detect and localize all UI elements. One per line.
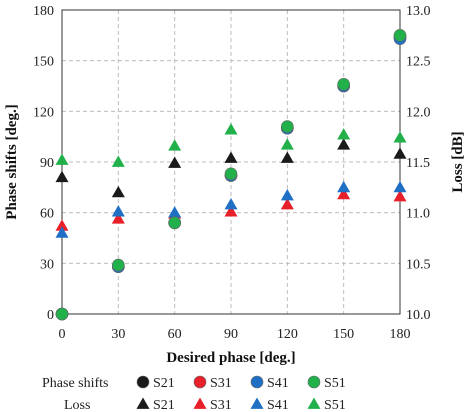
phase-point xyxy=(337,78,350,91)
y-left-tick-label: 120 xyxy=(33,105,54,120)
legend-marker xyxy=(193,375,207,389)
phase-point xyxy=(112,258,125,272)
legend-marker xyxy=(307,397,321,409)
data-marks xyxy=(55,29,407,321)
loss-point xyxy=(280,198,294,210)
legend-entry-label: S31 xyxy=(210,376,232,391)
loss-point xyxy=(111,185,125,198)
loss-point xyxy=(393,189,407,202)
x-tick-label: 150 xyxy=(333,327,354,342)
y-left-ticks: 0 30 60 90 120 150 180 xyxy=(33,4,54,323)
legend-entry-label: S51 xyxy=(324,376,346,391)
loss-point xyxy=(111,212,125,224)
y-right-tick-label: 12.0 xyxy=(406,105,431,120)
legend-marker xyxy=(193,397,207,409)
loss-point xyxy=(224,198,238,210)
legend-entry-label: S21 xyxy=(153,376,175,391)
legend: Phase shifts S21 S31 S41 S51 Loss S21 S31 S41 S51 xyxy=(42,375,346,412)
phase-series-s51 xyxy=(55,29,407,321)
legend-entry-label: S21 xyxy=(153,398,175,412)
x-tick-label: 90 xyxy=(224,327,238,342)
phase-point xyxy=(224,167,238,181)
x-axis-title: Desired phase [deg.] xyxy=(166,350,295,366)
phase-point xyxy=(281,120,294,133)
y-right-axis-title: Loss [dB] xyxy=(450,131,466,192)
loss-point xyxy=(55,153,69,165)
y-left-axis-title: Phase shifts [deg.] xyxy=(4,104,20,219)
legend-marker xyxy=(307,375,321,389)
legend-entry-label: S41 xyxy=(267,398,289,412)
y-right-tick-label: 13.0 xyxy=(406,4,431,19)
loss-point xyxy=(393,131,407,143)
x-tick-label: 180 xyxy=(390,327,411,342)
loss-point xyxy=(224,151,238,163)
y-right-tick-label: 11.0 xyxy=(406,207,430,222)
loss-point xyxy=(224,205,238,217)
y-right-tick-label: 12.5 xyxy=(406,55,431,70)
loss-point xyxy=(168,139,182,151)
y-left-tick-label: 90 xyxy=(40,156,54,171)
loss-point xyxy=(111,205,125,217)
y-right-tick-label: 10.5 xyxy=(406,257,431,272)
y-left-tick-label: 180 xyxy=(33,4,54,19)
y-right-tick-label: 10.0 xyxy=(406,308,431,323)
y-left-tick-label: 60 xyxy=(40,207,54,222)
loss-point xyxy=(337,187,351,200)
x-ticks: 0 30 60 90 120 150 180 xyxy=(59,327,411,342)
loss-point xyxy=(337,180,351,193)
loss-point xyxy=(280,138,294,150)
legend-row-label: Phase shifts xyxy=(42,376,109,391)
loss-point xyxy=(55,170,69,183)
x-tick-label: 30 xyxy=(111,327,125,342)
loss-series-s51 xyxy=(55,123,407,167)
y-right-ticks: 10.0 10.5 11.0 11.5 12.0 12.5 13.0 xyxy=(406,4,431,323)
legend-marker xyxy=(136,375,150,389)
loss-point xyxy=(280,151,294,163)
legend-entry-label: S41 xyxy=(267,376,289,391)
loss-point xyxy=(168,156,182,168)
x-tick-label: 120 xyxy=(277,327,298,342)
loss-series-s21 xyxy=(55,138,407,198)
legend-marker xyxy=(250,397,264,409)
loss-point xyxy=(393,147,407,159)
legend-row-label: Loss xyxy=(64,398,90,412)
y-left-tick-label: 0 xyxy=(47,308,54,323)
loss-point xyxy=(55,219,69,231)
y-left-tick-label: 150 xyxy=(33,55,54,70)
legend-marker xyxy=(250,375,264,389)
loss-point xyxy=(224,123,238,135)
loss-series-s41 xyxy=(55,180,407,238)
legend-entry-label: S51 xyxy=(324,398,346,412)
phase-point xyxy=(393,29,407,42)
loss-point xyxy=(168,206,182,218)
loss-series-s31 xyxy=(55,187,407,231)
y-left-tick-label: 30 xyxy=(40,257,54,272)
x-tick-label: 60 xyxy=(168,327,182,342)
legend-entry-label: S31 xyxy=(210,398,232,412)
y-right-tick-label: 11.5 xyxy=(406,156,430,171)
phase-point xyxy=(55,307,69,321)
loss-point xyxy=(337,128,351,140)
loss-point xyxy=(280,188,294,201)
x-tick-label: 0 xyxy=(59,327,66,342)
legend-marker xyxy=(136,397,150,409)
loss-point xyxy=(393,180,407,193)
loss-point xyxy=(337,138,351,150)
loss-point xyxy=(111,155,125,167)
loss-point xyxy=(55,226,69,238)
phase-point xyxy=(168,216,181,230)
